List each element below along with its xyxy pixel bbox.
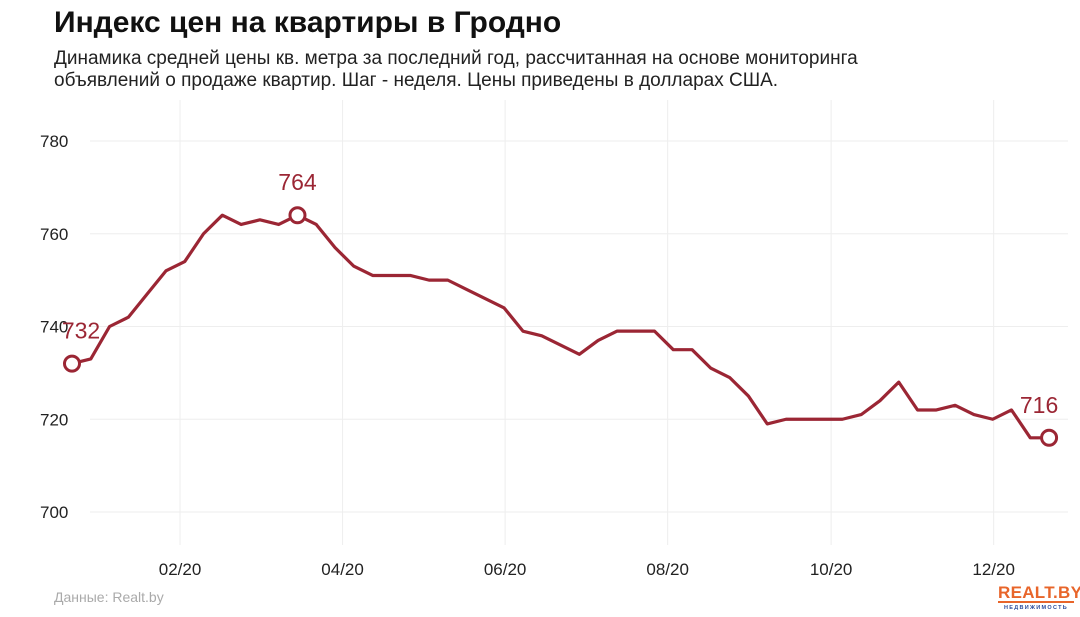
data-source: Данные: Realt.by	[54, 589, 164, 605]
highlight-marker	[288, 206, 307, 225]
chart-subtitle: Динамика средней цены кв. метра за после…	[54, 48, 858, 91]
highlight-marker	[63, 354, 81, 373]
y-tick-label: 740	[40, 318, 68, 337]
data-label: 716	[1020, 392, 1058, 418]
price-line	[71, 213, 1050, 440]
x-tick-label: 08/20	[646, 560, 689, 579]
x-tick-label: 04/20	[321, 560, 364, 579]
chart-title: Индекс цен на квартиры в Гродно	[54, 6, 562, 39]
data-label: 732	[62, 318, 100, 344]
y-tick-label: 760	[40, 225, 68, 244]
y-tick-label: 780	[40, 132, 68, 151]
x-tick-label: 02/20	[159, 560, 202, 579]
realt-logo: REALT.BY НЕДВИЖИМОСТЬ	[998, 583, 1080, 611]
x-tick-label: 12/20	[972, 560, 1015, 579]
y-tick-label: 700	[40, 503, 68, 522]
y-tick-label: 720	[40, 410, 68, 429]
highlight-marker	[1040, 428, 1059, 447]
x-tick-label: 06/20	[484, 560, 527, 579]
data-label: 764	[278, 169, 317, 195]
x-tick-label: 10/20	[810, 560, 853, 579]
